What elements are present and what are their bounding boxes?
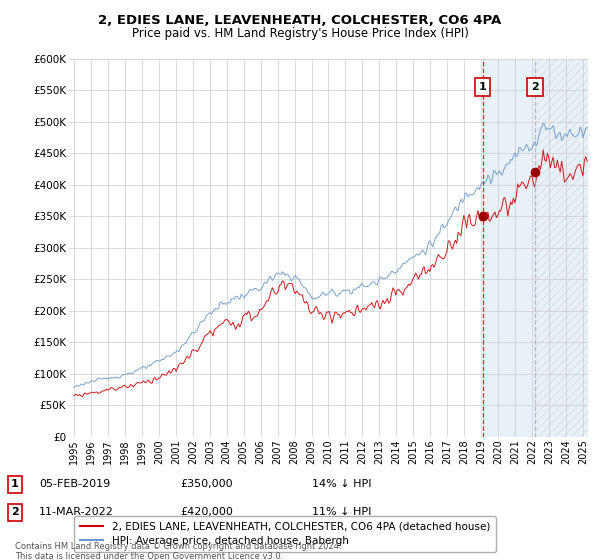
Legend: 2, EDIES LANE, LEAVENHEATH, COLCHESTER, CO6 4PA (detached house), HPI: Average p: 2, EDIES LANE, LEAVENHEATH, COLCHESTER, …	[74, 516, 496, 552]
Text: Price paid vs. HM Land Registry's House Price Index (HPI): Price paid vs. HM Land Registry's House …	[131, 27, 469, 40]
Text: 2, EDIES LANE, LEAVENHEATH, COLCHESTER, CO6 4PA: 2, EDIES LANE, LEAVENHEATH, COLCHESTER, …	[98, 14, 502, 27]
Text: 05-FEB-2019: 05-FEB-2019	[39, 479, 110, 489]
Text: 2: 2	[532, 82, 539, 92]
Text: 11-MAR-2022: 11-MAR-2022	[39, 507, 114, 517]
Text: 1: 1	[11, 479, 19, 489]
Text: Contains HM Land Registry data © Crown copyright and database right 2024.
This d: Contains HM Land Registry data © Crown c…	[15, 542, 341, 560]
Text: £350,000: £350,000	[180, 479, 233, 489]
Text: £420,000: £420,000	[180, 507, 233, 517]
Text: 2: 2	[11, 507, 19, 517]
Text: 14% ↓ HPI: 14% ↓ HPI	[312, 479, 371, 489]
Text: 11% ↓ HPI: 11% ↓ HPI	[312, 507, 371, 517]
Bar	[482, 59, 588, 437]
Bar	[535, 59, 588, 437]
Text: 1: 1	[479, 82, 487, 92]
